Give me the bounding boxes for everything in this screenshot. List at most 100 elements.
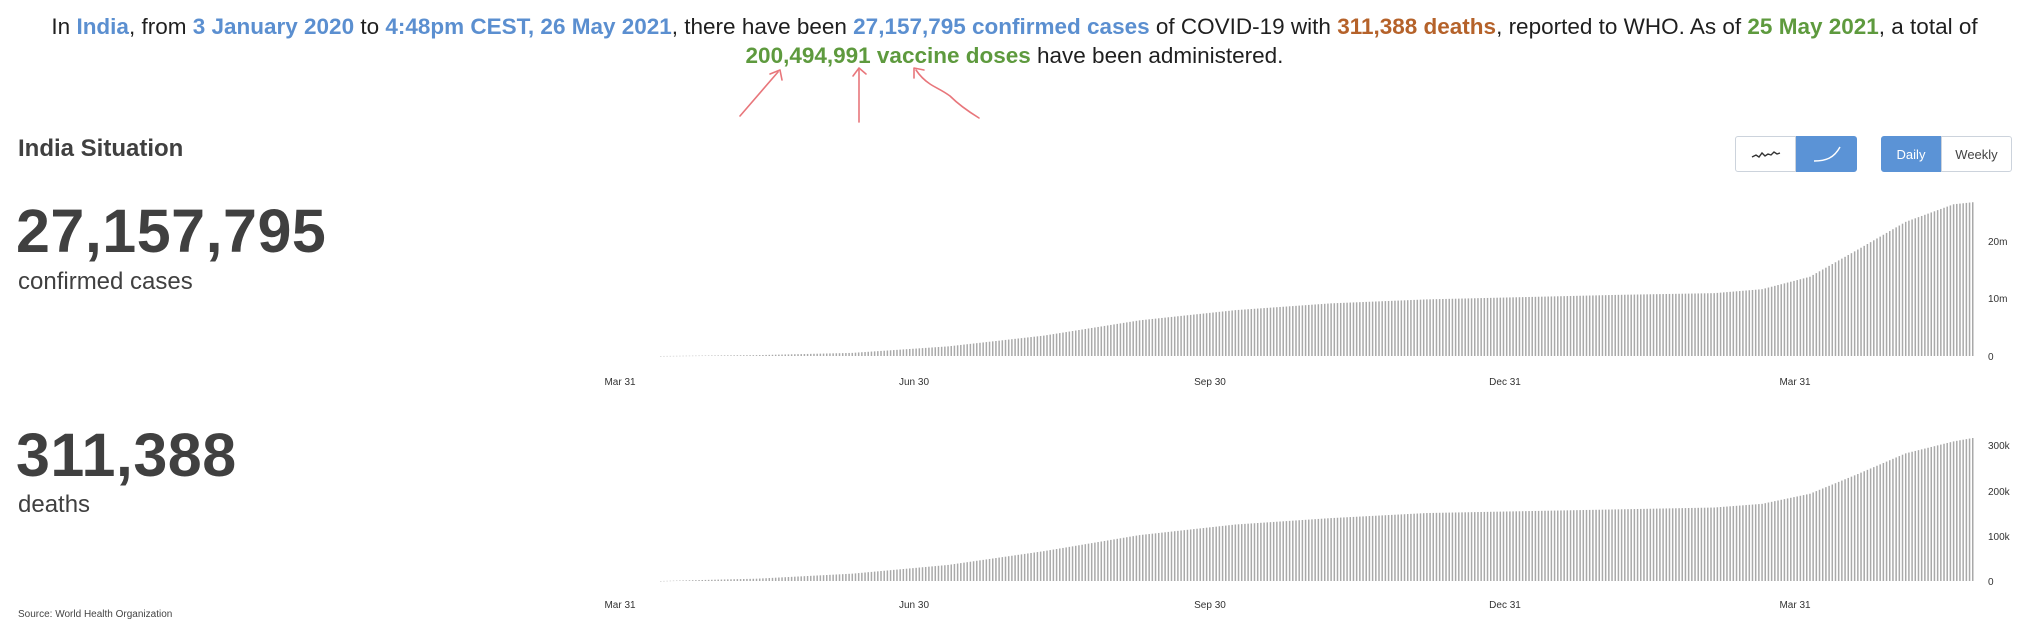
- bar: [1454, 298, 1457, 356]
- bar: [1956, 203, 1958, 356]
- start-date: 3 January 2020: [192, 14, 355, 39]
- bar: [1917, 450, 1920, 581]
- bar: [1920, 449, 1923, 581]
- bar: [1560, 296, 1562, 356]
- bar: [813, 353, 815, 356]
- bar: [1400, 300, 1403, 356]
- bar: [1276, 307, 1278, 356]
- bar: [861, 352, 863, 356]
- bar: [1122, 537, 1125, 581]
- bar: [1308, 519, 1310, 581]
- bar: [1847, 254, 1849, 356]
- bar: [1301, 305, 1304, 356]
- weekly-button[interactable]: Weekly: [1941, 136, 2012, 172]
- bar: [723, 579, 726, 581]
- bar: [1825, 487, 1827, 581]
- bar: [1173, 316, 1176, 356]
- bar: [1783, 499, 1786, 581]
- bar: [1569, 510, 1572, 581]
- bar: [1103, 540, 1106, 581]
- bar: [1940, 208, 1942, 356]
- bar: [928, 347, 930, 356]
- bar: [1464, 512, 1466, 581]
- bar: [1844, 256, 1846, 356]
- bar: [870, 571, 873, 581]
- bar: [1742, 290, 1744, 356]
- bar: [822, 575, 825, 581]
- bar: [1001, 340, 1004, 356]
- bar: [1225, 525, 1227, 581]
- bar: [1585, 295, 1588, 356]
- bar: [1285, 521, 1288, 581]
- country-name: India: [76, 14, 129, 39]
- bar: [1285, 306, 1288, 356]
- bar: [976, 560, 978, 581]
- bar: [1764, 503, 1767, 581]
- bar: [1745, 505, 1747, 581]
- cumulative-curve-button[interactable]: [1796, 136, 1857, 172]
- bar: [1039, 551, 1042, 581]
- bar: [1094, 542, 1096, 581]
- bar: [1004, 556, 1007, 581]
- bar: [1148, 319, 1150, 356]
- bar: [1486, 511, 1489, 581]
- bar: [743, 579, 745, 581]
- bar: [1036, 552, 1039, 581]
- bar: [1684, 293, 1687, 356]
- bar: [1311, 304, 1313, 356]
- bar: [982, 559, 984, 581]
- bar: [1343, 302, 1345, 356]
- bar: [1014, 555, 1016, 581]
- bar: [1601, 509, 1604, 581]
- bar: [1579, 510, 1581, 581]
- bar: [1132, 536, 1134, 581]
- bar: [1228, 525, 1230, 581]
- bar: [1263, 522, 1265, 581]
- bar: [854, 352, 857, 356]
- bar: [1700, 293, 1703, 356]
- bar: [1078, 545, 1080, 581]
- bar: [851, 573, 854, 581]
- y-tick-label: 0: [1988, 352, 1994, 363]
- bar: [1681, 293, 1684, 356]
- bar: [1710, 507, 1712, 581]
- bar: [1365, 516, 1367, 581]
- bar: [1496, 511, 1498, 581]
- bar: [1668, 293, 1671, 356]
- bar: [1113, 324, 1115, 356]
- bar: [1853, 251, 1856, 356]
- bar: [1802, 278, 1805, 356]
- bar: [1068, 331, 1071, 356]
- bar: [755, 355, 758, 356]
- bar: [810, 575, 812, 581]
- line-chart-button[interactable]: [1735, 136, 1796, 172]
- bar: [1512, 297, 1514, 356]
- bar: [1368, 301, 1371, 356]
- bar: [1882, 234, 1885, 356]
- bar: [1272, 307, 1275, 356]
- bar: [1052, 334, 1055, 356]
- bar: [966, 344, 968, 356]
- bar: [1426, 299, 1428, 356]
- bar: [695, 580, 697, 581]
- bar: [1435, 512, 1438, 581]
- bar: [1244, 309, 1246, 356]
- bar: [985, 559, 988, 581]
- bar: [1636, 294, 1639, 356]
- bar: [1253, 308, 1256, 356]
- summary-segment: , from: [128, 14, 193, 39]
- bar: [899, 569, 901, 581]
- bar: [1493, 511, 1495, 581]
- bar: [1256, 523, 1259, 581]
- bar: [1205, 313, 1208, 356]
- bar: [1649, 294, 1652, 356]
- bar: [819, 353, 822, 356]
- bar: [915, 348, 917, 356]
- bar: [1113, 539, 1115, 581]
- bar: [1576, 510, 1578, 581]
- bar: [1129, 321, 1131, 356]
- bar: [1509, 511, 1511, 581]
- bar: [1304, 519, 1307, 581]
- bar: [704, 579, 707, 581]
- daily-button[interactable]: Daily: [1881, 136, 1941, 172]
